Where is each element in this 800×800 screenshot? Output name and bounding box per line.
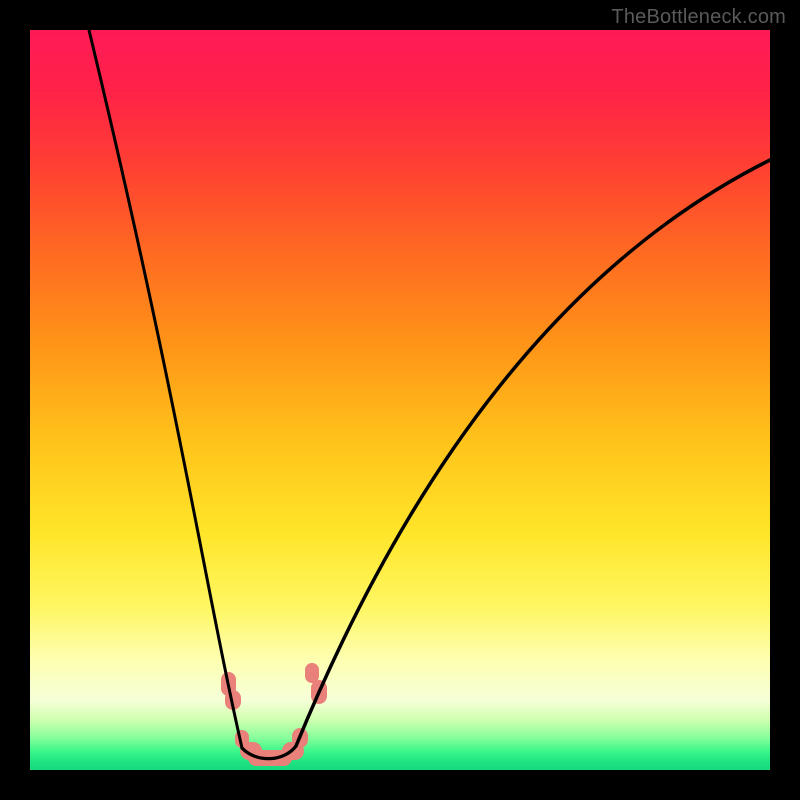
plot-area [30, 30, 770, 770]
watermark: TheBottleneck.com [611, 6, 786, 29]
bottleneck-curve [30, 30, 770, 770]
